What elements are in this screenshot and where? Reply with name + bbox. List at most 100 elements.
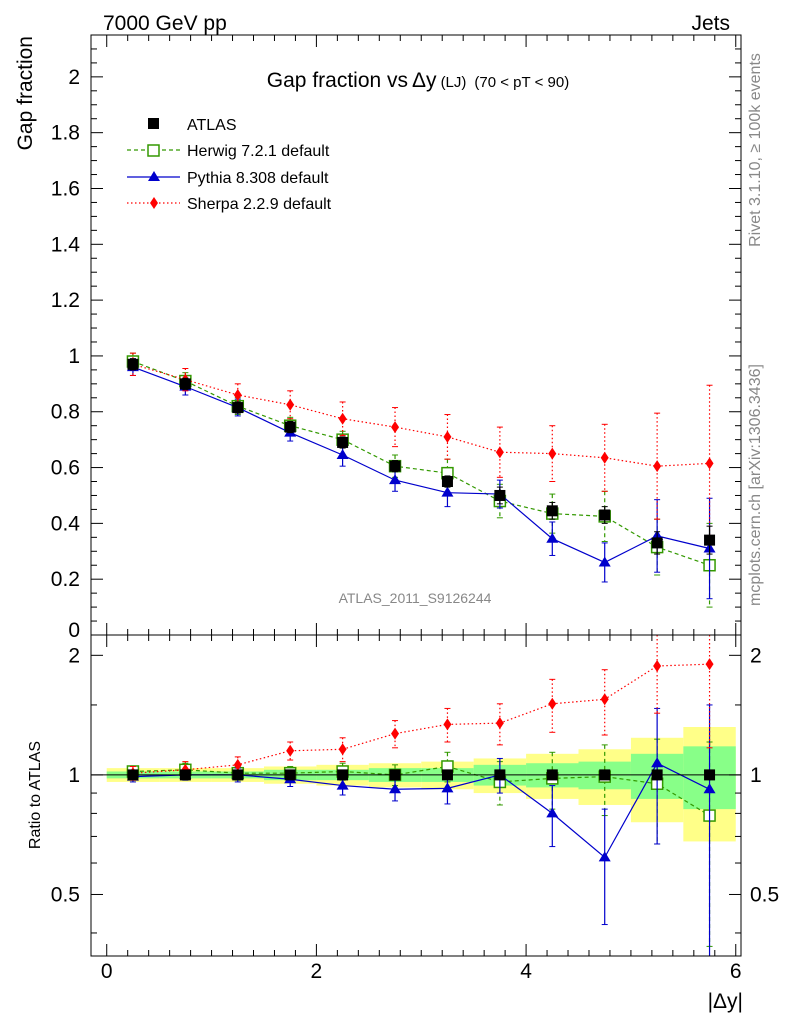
marker-diamond: [338, 412, 347, 425]
y-tick-label: 0.2: [51, 568, 80, 591]
marker-diamond: [233, 389, 242, 401]
marker-diamond: [286, 744, 295, 757]
marker-triangle: [336, 449, 349, 459]
marker-triangle: [546, 532, 559, 543]
marker-diamond: [338, 743, 347, 756]
marker-triangle: [389, 783, 402, 794]
marker-diamond: [653, 659, 662, 672]
process-label: Jets: [691, 12, 730, 35]
ratio-y-tick-label: 1: [68, 764, 80, 787]
y-tick-label: 2: [68, 66, 80, 89]
rivet-label: Rivet 3.1.10, ≥ 100k events: [747, 53, 764, 247]
mcplots-label: mcplots.cern.ch [arXiv:1306.3436]: [747, 364, 764, 606]
marker-diamond: [705, 457, 714, 470]
marker-square: [232, 402, 244, 414]
marker-diamond: [443, 430, 452, 443]
title-small: (LJ): [441, 74, 467, 91]
marker-diamond: [705, 658, 714, 671]
marker-square: [179, 378, 191, 390]
marker-triangle: [336, 779, 349, 790]
ratio-series-line: [132, 765, 710, 817]
series-atlas: [127, 358, 716, 555]
marker-diamond: [548, 697, 557, 710]
marker-square: [127, 358, 139, 370]
marker-triangle: [546, 807, 559, 818]
series-line: [132, 363, 710, 467]
x-tick-label: 4: [520, 960, 532, 983]
legend: ATLAS Herwig 7.2.1 default Pythia 8.308 …: [127, 117, 332, 213]
series-sherpa: [128, 352, 714, 543]
marker-diamond: [286, 398, 295, 411]
series-layer: [126, 352, 716, 608]
marker-diamond: [495, 717, 504, 730]
ratio-plot-frame: [90, 634, 742, 957]
y-tick-label: 1.4: [51, 233, 81, 256]
x-tick-label: 0: [101, 960, 113, 983]
marker-square: [337, 436, 349, 448]
y-tick-label: 1: [68, 345, 80, 368]
y-tick-label: 0.6: [51, 457, 80, 480]
marker-diamond: [391, 727, 400, 740]
legend-label-pythia: Pythia 8.308 default: [187, 170, 329, 187]
y-tick-label: 1.8: [51, 122, 80, 145]
marker-diamond: [548, 447, 557, 460]
marker-diamond: [391, 421, 400, 434]
marker-square: [599, 509, 611, 521]
marker-diamond: [495, 446, 504, 459]
y-tick-label: 1.2: [51, 289, 80, 312]
marker-square: [441, 476, 453, 488]
marker-square: [704, 534, 716, 546]
ratio-y-tick-label-right: 1: [750, 764, 762, 787]
ratio-y-tick-label: 0.5: [51, 883, 80, 906]
series-pythia: [126, 358, 716, 600]
marker-triangle: [598, 556, 611, 567]
ratio-series-pythia: [126, 704, 716, 957]
marker-square: [651, 537, 663, 549]
marker-square: [546, 505, 558, 517]
uncertainty-bands: [106, 726, 736, 842]
legend-label-herwig: Herwig 7.2.1 default: [187, 143, 330, 160]
marker-triangle: [441, 782, 454, 793]
x-tick-label: 6: [730, 960, 742, 983]
legend-marker-herwig: [147, 144, 160, 157]
marker-triangle: [441, 486, 454, 497]
marker-triangle: [598, 851, 611, 862]
legend-label-atlas: ATLAS: [187, 117, 237, 134]
title-range: (70 < pT < 90): [474, 74, 569, 91]
marker-triangle: [389, 474, 402, 485]
legend-marker-pythia: [148, 171, 160, 181]
ratio-series-sherpa: [128, 634, 714, 781]
marker-diamond: [443, 718, 452, 731]
x-axis-title: |Δy|: [708, 990, 743, 1013]
series-herwig: [126, 352, 716, 608]
ratio-series-line: [132, 663, 710, 774]
title-symbol: Δy: [412, 69, 437, 92]
title-main: Gap fraction vs: [267, 69, 408, 92]
legend-marker-sherpa: [150, 197, 158, 209]
x-tick-label: 2: [311, 960, 323, 983]
marker-diamond: [600, 693, 609, 706]
chart-title: Gap fraction vs Δy (LJ) (70 < pT < 90): [267, 69, 569, 92]
marker-triangle: [703, 783, 716, 794]
y-tick-label: 0.8: [51, 401, 80, 424]
marker-square: [494, 489, 506, 501]
marker-diamond: [233, 758, 242, 771]
energy-label: 7000 GeV pp: [103, 12, 227, 35]
legend-label-sherpa: Sherpa 2.2.9 default: [187, 196, 332, 213]
ratio-y-tick-label-right: 0.5: [750, 883, 779, 906]
series-line: [132, 360, 710, 566]
marker-square: [284, 421, 296, 433]
series-line: [132, 366, 710, 564]
ratio-y-axis-title: Ratio to ATLAS: [27, 741, 44, 849]
ratio-y-tick-label: 2: [68, 644, 80, 667]
marker-triangle: [651, 757, 664, 768]
marker-diamond: [600, 451, 609, 464]
y-axis-title: Gap fraction: [14, 36, 37, 150]
y-tick-label: 1.6: [51, 177, 80, 200]
y-tick-label-zero: 0: [68, 619, 80, 642]
marker-diamond: [653, 460, 662, 473]
marker-square: [389, 460, 401, 472]
legend-marker-atlas: [148, 118, 159, 129]
